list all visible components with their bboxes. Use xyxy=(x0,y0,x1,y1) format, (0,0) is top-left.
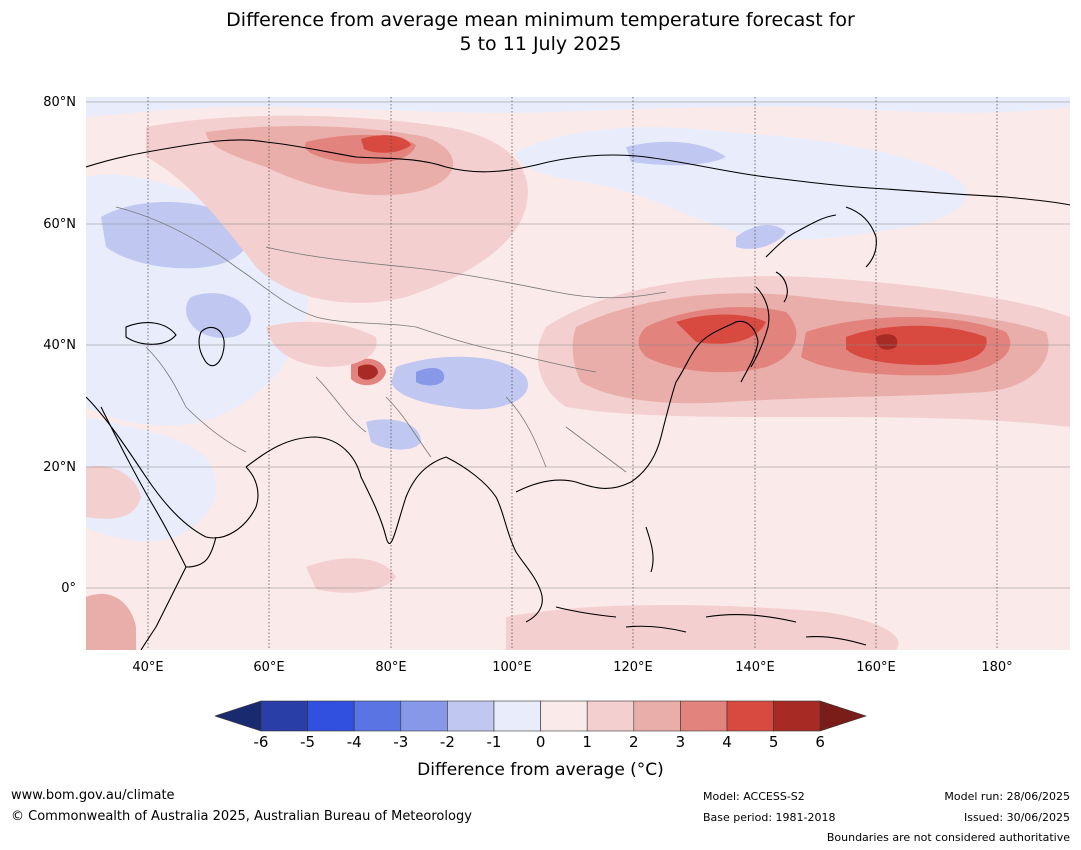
colorbar-segment xyxy=(400,700,448,732)
colorbar-tick-label: 2 xyxy=(629,733,639,751)
colorbar-segment xyxy=(353,700,402,732)
lon-label-60e: 60°E xyxy=(253,660,285,675)
country-boundaries xyxy=(115,206,667,473)
title-line-1: Difference from average mean minimum tem… xyxy=(226,9,855,31)
colorbar-segment xyxy=(540,700,588,732)
anomaly-warm-taimyr-core xyxy=(361,135,411,153)
anomaly-warm-maritime xyxy=(506,605,899,650)
anomaly-warm-central-asia xyxy=(266,321,377,367)
anomaly-warm-indian-ocean xyxy=(306,558,396,593)
forecast-map xyxy=(86,97,1070,650)
anomaly-warm-pamir-core xyxy=(358,364,378,380)
lon-label-100e: 100°E xyxy=(492,660,532,675)
footer-copyright: © Commonwealth of Australia 2025, Austra… xyxy=(11,809,472,824)
lon-label-160e: 160°E xyxy=(856,660,896,675)
colorbar-tick-label: 0 xyxy=(535,733,546,751)
colorbar-segment xyxy=(447,700,495,732)
colorbar-tick-label: 3 xyxy=(675,733,686,751)
graticule xyxy=(86,101,1070,589)
colorbar-segment xyxy=(633,700,681,732)
lat-label-20n: 20°N xyxy=(43,460,76,475)
anomaly-cool-east-siberia xyxy=(626,141,726,166)
colorbar-tick-label: 4 xyxy=(722,733,732,751)
lon-label-120e: 120°E xyxy=(613,660,653,675)
anomaly-cool-caspian xyxy=(186,293,251,338)
footer-model: Model: ACCESS-S2 xyxy=(703,790,805,803)
colorbar-tick-label: -2 xyxy=(439,733,455,751)
colorbar-segments xyxy=(215,700,867,732)
colorbar-segment xyxy=(773,700,821,732)
title-line-2: 5 to 11 July 2025 xyxy=(459,33,622,55)
colorbar-segment xyxy=(586,700,635,732)
colorbar-arrow-high xyxy=(819,700,867,732)
anomaly-warm-southwest xyxy=(86,593,136,650)
colorbar-tick-label: 5 xyxy=(768,733,779,751)
colorbar xyxy=(215,700,867,732)
lat-label-60n: 60°N xyxy=(43,217,76,232)
colorbar-tick-label: -3 xyxy=(393,733,409,751)
footer-issued: Issued: 30/06/2025 xyxy=(963,811,1070,824)
anomaly-warm-north-atlantic xyxy=(86,466,141,519)
footer-model-run: Model run: 28/06/2025 xyxy=(944,790,1070,803)
meridians xyxy=(147,97,998,650)
chart-title: Difference from average mean minimum tem… xyxy=(0,8,1081,56)
colorbar-tick-label: 1 xyxy=(582,733,592,751)
footer-base-period: Base period: 1981-2018 xyxy=(703,811,836,824)
colorbar-tick-label: -6 xyxy=(253,733,269,751)
lon-label-40e: 40°E xyxy=(132,660,164,675)
colorbar-segment xyxy=(680,700,728,732)
anomaly-cool-west-2 xyxy=(101,202,249,269)
anomaly-cool-tibet-core xyxy=(416,367,445,386)
colorbar-tick-label: -1 xyxy=(486,733,502,751)
colorbar-segment xyxy=(307,700,355,732)
footer-disclaimer: Boundaries are not considered authoritat… xyxy=(826,831,1070,844)
colorbar-tick-label: 6 xyxy=(815,733,825,751)
colorbar-tick-label: -5 xyxy=(300,733,316,751)
colorbar-tick-label: -4 xyxy=(346,733,362,751)
lat-label-40n: 40°N xyxy=(43,338,76,353)
colorbar-segment xyxy=(260,700,308,732)
lon-label-80e: 80°E xyxy=(375,660,407,675)
lon-label-140e: 140°E xyxy=(735,660,775,675)
colorbar-arrow-low xyxy=(215,700,262,732)
colorbar-segment xyxy=(493,700,541,732)
colorbar-segment xyxy=(726,700,774,732)
lat-label-80n: 80°N xyxy=(43,95,76,110)
map-canvas xyxy=(86,97,1070,650)
footer-url[interactable]: www.bom.gov.au/climate xyxy=(11,788,175,803)
coastlines xyxy=(86,139,1070,650)
lat-label-0: 0° xyxy=(61,581,76,596)
anomaly-warm-pacific-peak xyxy=(876,334,898,350)
anomaly-cool-okhotsk xyxy=(736,225,786,249)
anomaly-cool-india xyxy=(366,419,421,450)
colorbar-label: Difference from average (°C) xyxy=(417,760,664,780)
lon-label-180: 180° xyxy=(981,660,1013,675)
